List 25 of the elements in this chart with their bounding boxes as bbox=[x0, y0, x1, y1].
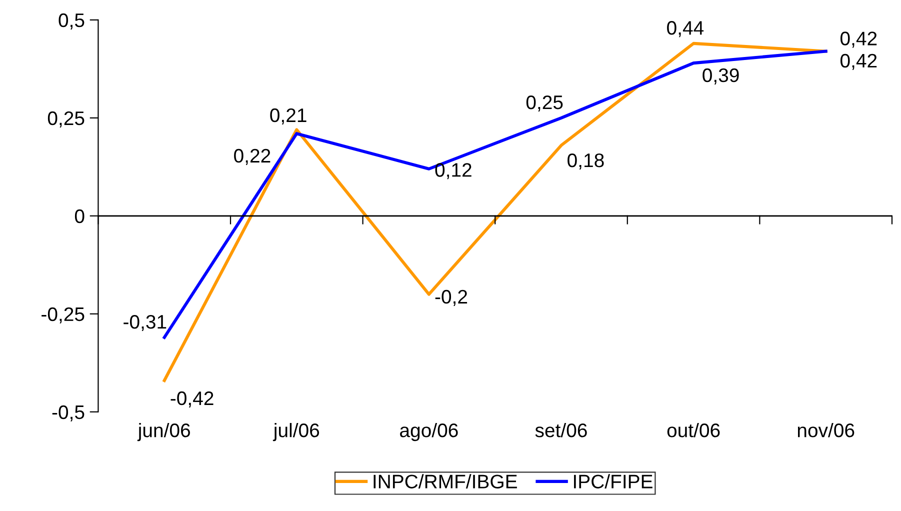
x-tick-label: jul/06 bbox=[272, 422, 320, 442]
data-label: 0,12 bbox=[435, 163, 472, 180]
y-tick-label: 0 bbox=[74, 209, 84, 224]
data-label: 0,18 bbox=[568, 153, 604, 170]
data-label: 0,39 bbox=[702, 68, 739, 84]
data-label: 0,44 bbox=[667, 21, 704, 38]
data-label: -0,31 bbox=[124, 314, 166, 332]
y-tick-label: 0,25 bbox=[48, 111, 84, 128]
y-tick-label: -0,25 bbox=[42, 307, 84, 324]
x-tick-label: out/06 bbox=[667, 422, 720, 438]
data-label: -0,42 bbox=[170, 391, 214, 408]
data-label: 0,42 bbox=[840, 32, 877, 48]
y-tick-label: 0,5 bbox=[58, 13, 84, 30]
x-tick-label: ago/06 bbox=[400, 422, 458, 442]
x-tick-label: jun/06 bbox=[137, 422, 190, 442]
data-label: 0,22 bbox=[234, 148, 270, 165]
data-label: 0,21 bbox=[270, 108, 306, 124]
y-tick-label: -0,5 bbox=[52, 405, 84, 422]
legend-label: INPC/RMF/IBGE bbox=[374, 474, 517, 488]
data-label: -0,2 bbox=[435, 290, 468, 306]
legend-label: IPC/FIPE bbox=[574, 474, 652, 488]
data-label: 0,42 bbox=[840, 54, 877, 70]
x-tick-label: nov/06 bbox=[798, 422, 854, 438]
x-tick-label: set/06 bbox=[535, 422, 587, 438]
data-label: 0,25 bbox=[526, 95, 563, 112]
